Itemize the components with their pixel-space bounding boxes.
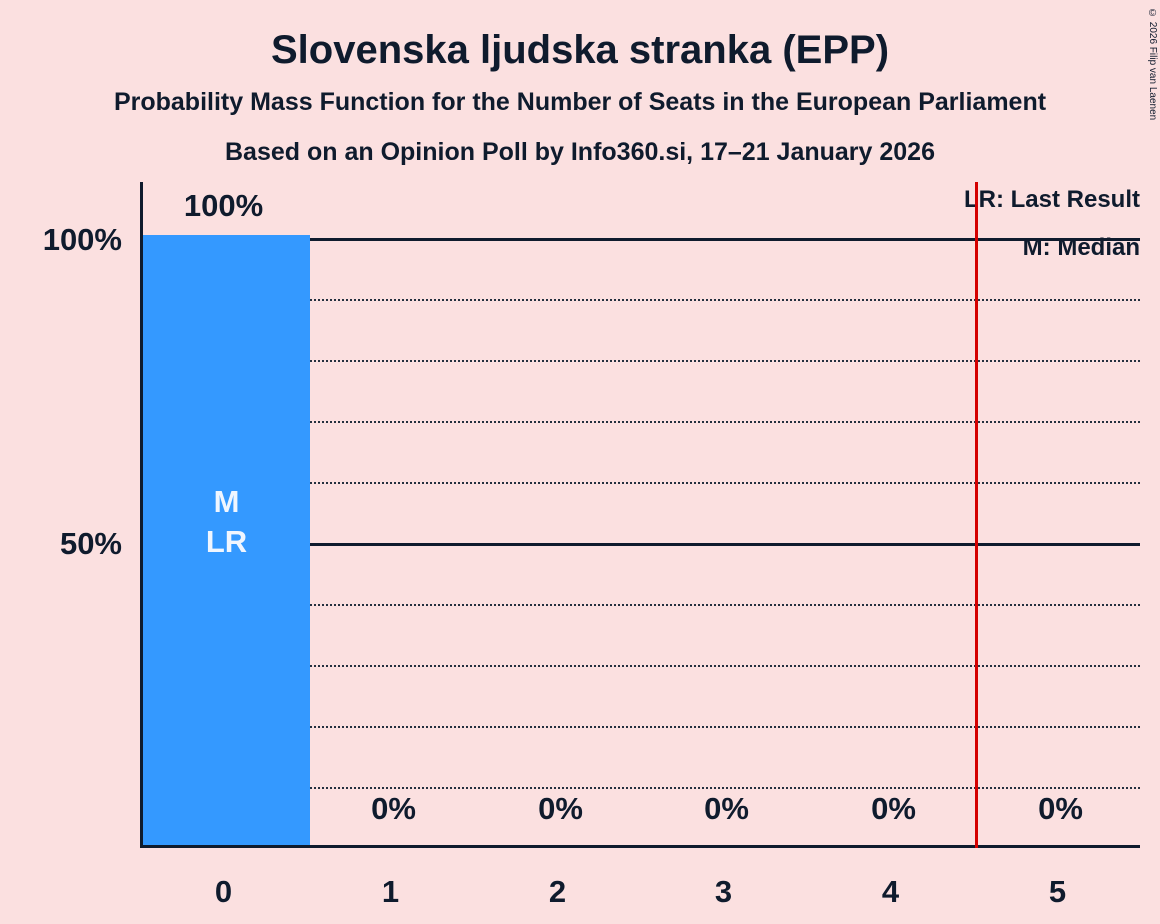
- chart-subtitle: Probability Mass Function for the Number…: [113, 88, 1047, 116]
- value-label-seat-0: 100%: [183, 188, 264, 223]
- x-tick-4: 4: [881, 874, 900, 909]
- value-label-seat-3: 0%: [704, 791, 749, 826]
- value-label-seat-4: 0%: [871, 791, 916, 826]
- gridline-20: [143, 726, 1140, 728]
- x-tick-5: 5: [1048, 874, 1067, 909]
- chart-subtitle-poll: Based on an Opinion Poll by Info360.si, …: [225, 138, 935, 166]
- chart-title: Slovenska ljudska stranka (EPP): [270, 28, 890, 72]
- value-label-seat-2: 0%: [538, 791, 583, 826]
- gridline-70: [143, 421, 1140, 423]
- last-result-marker: LR: [205, 524, 248, 559]
- gridline-90: [143, 299, 1140, 301]
- gridline-60: [143, 482, 1140, 484]
- bar-median-lastresult-annotation: M LR: [143, 482, 310, 562]
- gridline-80: [143, 360, 1140, 362]
- last-result-threshold-line: [975, 182, 978, 848]
- gridline-30: [143, 665, 1140, 667]
- plot-area: M LR 0% 0% 0% 0% 0%: [140, 182, 1140, 848]
- y-axis-label-50: 50%: [59, 526, 122, 561]
- bar-seat-0: [143, 235, 310, 845]
- gridline-10: [143, 787, 1140, 789]
- gridline-100: [143, 238, 1140, 241]
- x-tick-3: 3: [714, 874, 733, 909]
- y-axis-label-100: 100%: [42, 222, 122, 257]
- gridline-50: [143, 543, 1140, 546]
- value-label-seat-5: 0%: [1038, 791, 1083, 826]
- value-label-seat-1: 0%: [371, 791, 416, 826]
- x-tick-2: 2: [548, 874, 567, 909]
- gridline-40: [143, 604, 1140, 606]
- x-tick-1: 1: [381, 874, 400, 909]
- median-marker: M: [213, 484, 240, 519]
- x-tick-0: 0: [214, 874, 233, 909]
- copyright-notice: © 2026 Filip van Laenen: [1147, 8, 1158, 121]
- legend-last-result: LR: Last Result: [963, 186, 1140, 213]
